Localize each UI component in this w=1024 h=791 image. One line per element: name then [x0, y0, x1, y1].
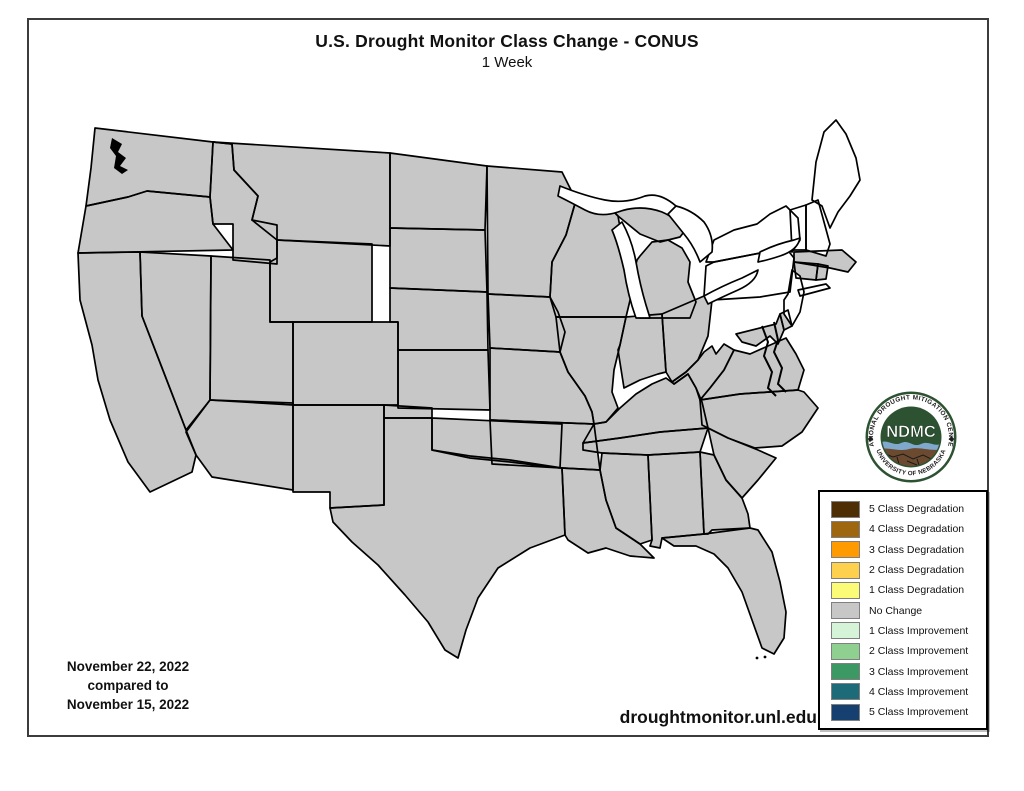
- date-line-2: compared to: [87, 678, 169, 693]
- legend-item: 1 Class Improvement: [831, 621, 986, 641]
- legend-item: 2 Class Improvement: [831, 641, 986, 661]
- legend-label: 2 Class Improvement: [869, 645, 969, 658]
- logo-acronym: NDMC: [886, 423, 936, 441]
- ndmc-logo: NATIONAL DROUGHT MITIGATION CENTER UNIVE…: [865, 391, 957, 483]
- legend-label: 5 Class Improvement: [869, 706, 969, 719]
- legend-swatch: [831, 520, 860, 538]
- legend-item: 4 Class Degradation: [831, 519, 986, 539]
- water-details: [110, 138, 787, 660]
- page-subtitle: 1 Week: [481, 54, 533, 71]
- logo-wave: [882, 441, 940, 450]
- legend-label: 4 Class Improvement: [869, 685, 969, 698]
- legend-item: 5 Class Degradation: [831, 499, 986, 519]
- florida-keys: [755, 656, 759, 660]
- legend-swatch: [831, 622, 860, 640]
- legend-item: 5 Class Improvement: [831, 702, 986, 722]
- legend-item: No Change: [831, 600, 986, 620]
- website-url: droughtmonitor.unl.edu: [619, 707, 817, 727]
- legend-swatch: [831, 642, 860, 660]
- florida-keys: [763, 655, 767, 659]
- legend-label: 1 Class Improvement: [869, 624, 969, 637]
- logo-diamond-left: [867, 436, 874, 442]
- legend: 5 Class Degradation 4 Class Degradation 3 …: [818, 490, 988, 730]
- date-line-1: November 22, 2022: [66, 659, 190, 674]
- legend-swatch: [831, 561, 860, 579]
- great-lakes: [557, 185, 801, 319]
- legend-item: 3 Class Improvement: [831, 661, 986, 681]
- legend-label: 3 Class Degradation: [869, 543, 965, 556]
- legend-label: 2 Class Degradation: [869, 564, 965, 577]
- legend-label: 1 Class Degradation: [869, 584, 965, 597]
- lake-michigan: [611, 221, 651, 319]
- legend-item: 1 Class Degradation: [831, 580, 986, 600]
- legend-label: 4 Class Degradation: [869, 523, 965, 536]
- page-title: U.S. Drought Monitor Class Change - CONU…: [315, 31, 699, 51]
- legend-swatch: [831, 602, 860, 620]
- legend-swatch: [831, 703, 860, 721]
- puget-sound: [110, 138, 128, 174]
- chesapeake-bay: [761, 325, 777, 397]
- date-line-3: November 15, 2022: [66, 697, 190, 712]
- lake-huron: [667, 205, 714, 263]
- legend-label: 5 Class Degradation: [869, 503, 965, 516]
- legend-label: No Change: [869, 604, 923, 617]
- legend-swatch: [831, 581, 860, 599]
- legend-rows: 5 Class Degradation 4 Class Degradation 3 …: [831, 499, 986, 722]
- legend-swatch: [831, 683, 860, 701]
- legend-swatch: [831, 500, 860, 518]
- chesapeake-bay-east: [772, 321, 787, 393]
- legend-item: 4 Class Improvement: [831, 682, 986, 702]
- logo-diamond-right: [948, 436, 955, 442]
- legend-swatch: [831, 663, 860, 681]
- legend-swatch: [831, 541, 860, 559]
- legend-item: 3 Class Degradation: [831, 540, 986, 560]
- legend-item: 2 Class Degradation: [831, 560, 986, 580]
- legend-label: 3 Class Improvement: [869, 665, 969, 678]
- lake-erie: [703, 269, 759, 305]
- states-fill-layer: [78, 120, 860, 658]
- lake-ontario: [757, 237, 801, 263]
- date-comparison: November 22, 2022 compared to November 1…: [40, 657, 216, 714]
